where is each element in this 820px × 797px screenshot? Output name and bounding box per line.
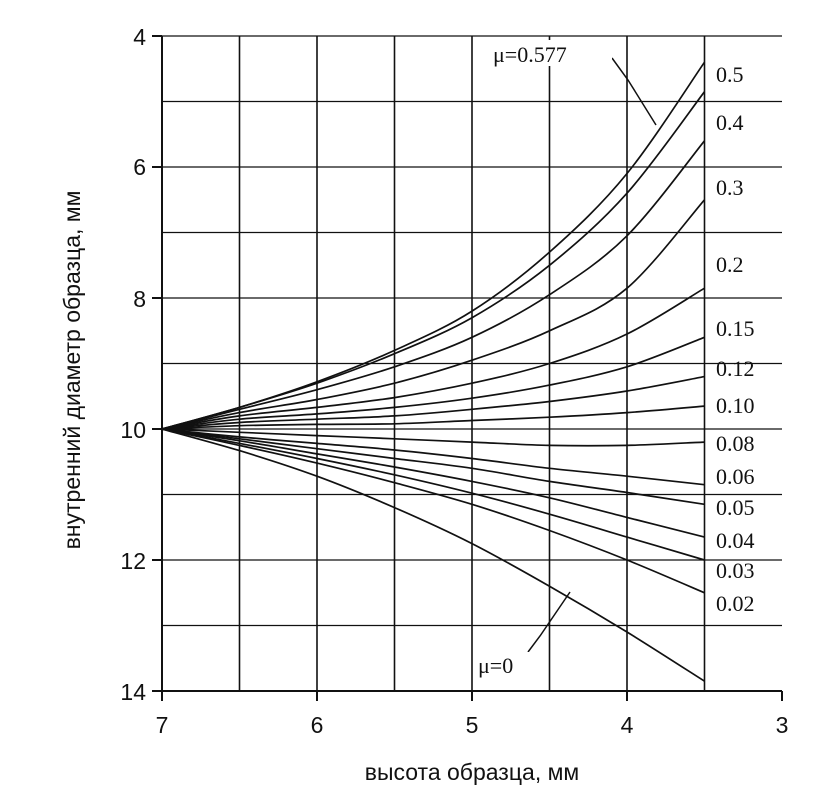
right-curve-labels: 0.5 0.4 0.3 0.2 0.15 0.12 0.10 0.08 0.06… bbox=[716, 62, 755, 616]
curve-label: 0.08 bbox=[716, 431, 755, 456]
x-tick-labels: 7 6 5 4 3 bbox=[156, 712, 789, 738]
series-line-7 bbox=[161, 405, 705, 430]
x-axis-label: высота образца, мм bbox=[365, 759, 579, 785]
top-label-bg bbox=[490, 40, 612, 66]
bottom-label-leader bbox=[527, 591, 571, 653]
curve-label: 0.05 bbox=[716, 495, 755, 520]
bottom-label-bg bbox=[476, 652, 542, 678]
curve-label: 0.02 bbox=[716, 591, 755, 616]
series-line-4 bbox=[161, 287, 705, 430]
series-line-8 bbox=[161, 428, 705, 447]
curve-label: 0.04 bbox=[716, 528, 755, 553]
x-tick-label: 5 bbox=[466, 712, 479, 738]
series-line-2 bbox=[161, 140, 706, 430]
label-leaders bbox=[527, 57, 657, 653]
y-tick-label: 8 bbox=[133, 286, 146, 312]
grid bbox=[161, 35, 782, 692]
curve-label: 0.10 bbox=[716, 393, 755, 418]
x-tick-label: 6 bbox=[311, 712, 324, 738]
y-tick-label: 4 bbox=[133, 24, 146, 50]
y-axis-label: внутренний диаметр образца, мм bbox=[59, 191, 85, 550]
plot-frame bbox=[152, 35, 783, 701]
series-line-10 bbox=[161, 428, 705, 506]
curve-label-bottom: μ=0 bbox=[478, 653, 513, 678]
curve-label-top: μ=0.577 bbox=[493, 42, 567, 67]
y-tick-labels: 4 6 8 10 12 14 bbox=[120, 24, 146, 705]
x-tick-label: 7 bbox=[156, 712, 169, 738]
curves bbox=[161, 61, 706, 682]
series-line-1 bbox=[161, 91, 706, 430]
curve-label: 0.2 bbox=[716, 252, 744, 277]
series-line-9 bbox=[161, 428, 705, 486]
series-line-14 bbox=[161, 428, 705, 682]
top-label-leader bbox=[611, 57, 657, 126]
series-line-13 bbox=[161, 428, 705, 594]
series-line-0 bbox=[161, 61, 706, 430]
x-tick-label: 4 bbox=[621, 712, 634, 738]
curve-label: 0.12 bbox=[716, 356, 755, 381]
series-line-11 bbox=[161, 428, 705, 538]
curve-label: 0.3 bbox=[716, 175, 744, 200]
series-line-6 bbox=[161, 375, 705, 430]
curve-label: 0.03 bbox=[716, 558, 755, 583]
curve-label: 0.06 bbox=[716, 464, 755, 489]
y-tick-label: 10 bbox=[120, 417, 146, 443]
series-line-12 bbox=[161, 428, 705, 561]
series-line-5 bbox=[161, 336, 705, 430]
y-tick-label: 14 bbox=[120, 679, 146, 705]
curve-label: 0.15 bbox=[716, 316, 755, 341]
y-tick-label: 6 bbox=[133, 154, 146, 180]
y-tick-label: 12 bbox=[120, 548, 146, 574]
curve-label: 0.5 bbox=[716, 62, 744, 87]
series-line-3 bbox=[161, 199, 706, 430]
x-tick-label: 3 bbox=[776, 712, 789, 738]
curve-label: 0.4 bbox=[716, 110, 744, 135]
